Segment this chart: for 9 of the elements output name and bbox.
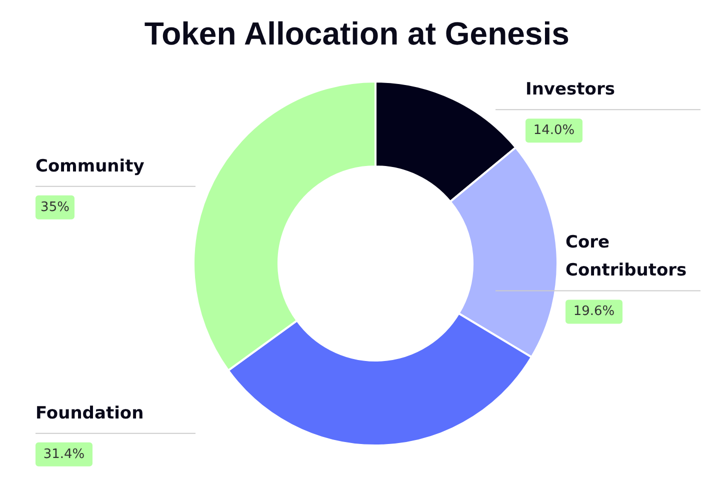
slice-label: Core Contributors (566, 232, 687, 281)
data-label: 35% (40, 200, 70, 215)
slice-label: Community (36, 156, 144, 176)
chart-title: Token Allocation at Genesis (144, 16, 570, 52)
slice-label: Foundation (36, 403, 144, 424)
data-label: 31.4% (43, 446, 85, 462)
data-label: 19.6% (573, 304, 615, 320)
data-label: 14.0% (533, 123, 575, 138)
slice-label: Investors (526, 80, 615, 100)
